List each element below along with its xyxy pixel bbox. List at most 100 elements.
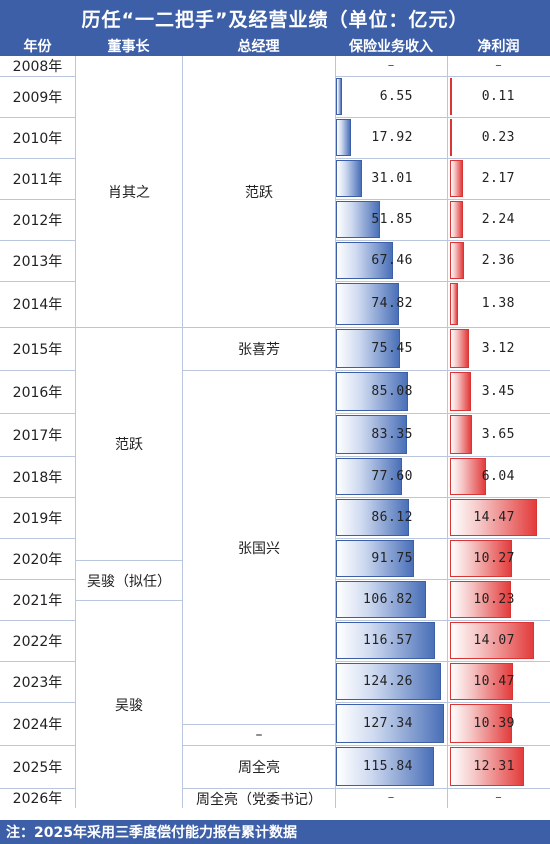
grid-line xyxy=(0,117,75,118)
year-cell: 2020年 xyxy=(12,551,63,568)
year-cell: 2009年 xyxy=(12,89,63,106)
net-profit-bar xyxy=(450,747,524,786)
grid-line xyxy=(0,497,75,498)
chairman-cell: 肖其之 xyxy=(76,57,182,327)
year-cell: 2015年 xyxy=(12,341,63,358)
revenue-bar xyxy=(336,663,442,700)
revenue-bar xyxy=(336,499,409,536)
table-title: 历任“一二把手”及经营业绩（单位：亿元） xyxy=(0,0,550,36)
revenue-value: 83.35 xyxy=(371,426,413,442)
net-profit-value: 0.23 xyxy=(481,129,515,145)
grid-line xyxy=(0,413,75,414)
grid-line xyxy=(335,117,550,118)
year-cell: 2010年 xyxy=(12,130,63,147)
grid-line xyxy=(0,538,75,539)
revenue-value: 51.85 xyxy=(371,211,413,227)
grid-line xyxy=(335,370,550,371)
grid-line xyxy=(75,56,76,808)
grid-line xyxy=(335,199,550,200)
net-profit-value: – xyxy=(495,790,502,805)
revenue-bar xyxy=(336,372,408,411)
gm-cell: – xyxy=(183,725,335,745)
net-profit-value: 3.65 xyxy=(481,426,515,442)
grid-line xyxy=(335,538,550,539)
grid-line xyxy=(335,327,550,328)
grid-line xyxy=(335,745,550,746)
grid-line xyxy=(182,370,335,371)
revenue-value: – xyxy=(387,58,395,73)
revenue-value: 127.34 xyxy=(363,715,413,731)
grid-line xyxy=(0,76,75,77)
year-cell: 2008年 xyxy=(12,59,63,75)
revenue-value: 124.26 xyxy=(363,673,413,689)
net-profit-value: 0.11 xyxy=(481,88,515,104)
grid-line xyxy=(0,240,75,241)
revenue-value: 74.82 xyxy=(371,296,413,311)
net-profit-bar xyxy=(450,119,452,156)
revenue-bar xyxy=(336,78,342,115)
net-profit-value: 3.12 xyxy=(481,340,515,356)
header-net-profit: 净利润 xyxy=(477,39,520,55)
net-profit-bar xyxy=(450,458,487,495)
header-gm: 总经理 xyxy=(237,39,280,55)
revenue-bar xyxy=(336,415,407,454)
net-profit-value: 2.36 xyxy=(481,252,515,268)
revenue-value: 6.55 xyxy=(379,88,413,104)
header-year: 年份 xyxy=(23,39,52,55)
grid-line xyxy=(75,560,182,561)
grid-line xyxy=(0,788,75,789)
revenue-value: 77.60 xyxy=(371,468,413,484)
net-profit-value: 10.27 xyxy=(473,550,515,566)
chairman-cell: 吴骏 xyxy=(76,601,182,808)
net-profit-bar xyxy=(450,242,465,279)
header-revenue: 保险业务收入 xyxy=(349,39,433,55)
revenue-bar xyxy=(336,283,400,325)
year-cell: 2025年 xyxy=(12,759,63,776)
net-profit-bar xyxy=(450,622,535,659)
revenue-value: 115.84 xyxy=(363,758,413,774)
grid-line xyxy=(0,745,75,746)
net-profit-value: 3.45 xyxy=(481,383,515,399)
grid-line xyxy=(182,56,183,808)
net-profit-bar xyxy=(450,499,537,536)
net-profit-bar xyxy=(450,581,512,618)
revenue-bar xyxy=(336,540,414,577)
revenue-bar xyxy=(336,581,427,618)
year-cell: 2012年 xyxy=(12,212,63,229)
revenue-bar xyxy=(336,242,394,279)
revenue-value: – xyxy=(387,790,395,805)
year-cell: 2021年 xyxy=(12,592,63,609)
revenue-value: 75.45 xyxy=(371,340,413,356)
net-profit-value: 14.07 xyxy=(473,632,515,648)
grid-line xyxy=(0,579,75,580)
header-chairman: 董事长 xyxy=(107,39,150,55)
year-cell: 2018年 xyxy=(12,469,63,486)
footer-note: 注：2025年采用三季度偿付能力报告累计数据 xyxy=(0,820,550,844)
grid-line xyxy=(182,327,335,328)
year-cell: 2022年 xyxy=(12,633,63,650)
year-cell: 2017年 xyxy=(12,427,63,444)
chairman-cell: 范跃 xyxy=(76,328,182,560)
net-profit-bar xyxy=(450,704,513,743)
revenue-value: 106.82 xyxy=(363,591,413,607)
net-profit-bar xyxy=(450,160,464,197)
net-profit-bar xyxy=(450,283,459,325)
year-cell: 2026年 xyxy=(12,791,63,807)
net-profit-bar xyxy=(450,663,513,700)
grid-line xyxy=(0,456,75,457)
revenue-bar xyxy=(336,160,363,197)
net-profit-value: 6.04 xyxy=(481,468,515,484)
chairman-cell: 吴骏（拟任） xyxy=(76,561,182,600)
grid-line xyxy=(335,413,550,414)
revenue-bar xyxy=(336,458,402,495)
net-profit-bar xyxy=(450,415,472,454)
revenue-value: 86.12 xyxy=(371,509,413,525)
grid-line xyxy=(335,497,550,498)
year-cell: 2024年 xyxy=(12,716,63,733)
gm-cell: 周全亮（党委书记） xyxy=(183,789,335,808)
grid-line xyxy=(0,199,75,200)
grid-line xyxy=(335,240,550,241)
revenue-value: 85.08 xyxy=(371,383,413,399)
net-profit-value: – xyxy=(495,58,502,73)
